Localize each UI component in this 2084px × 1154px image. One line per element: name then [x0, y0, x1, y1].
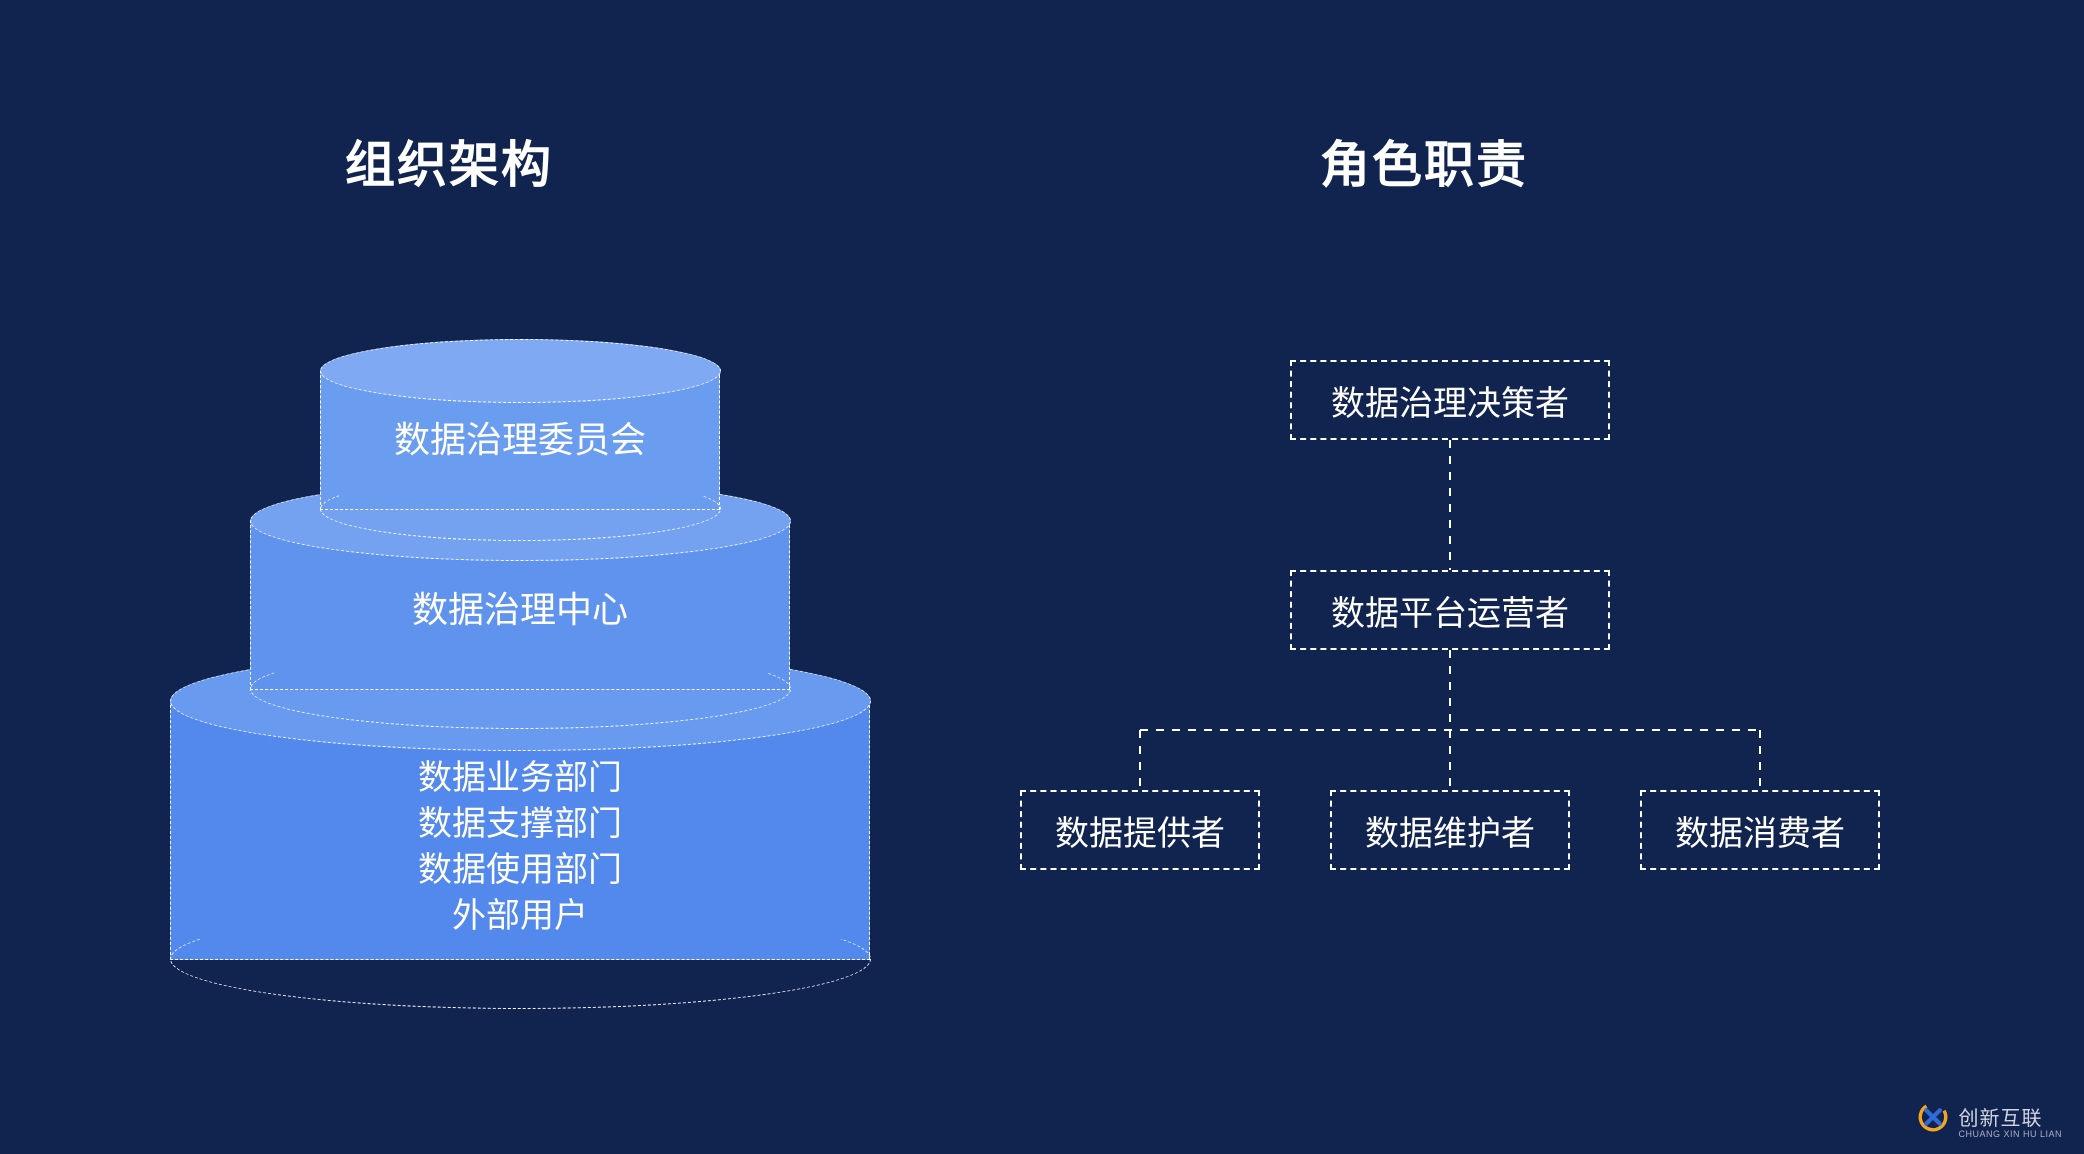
tree-node-leaf-2: 数据维护者 — [1330, 790, 1570, 870]
cylinder-body: 数据治理中心 — [250, 520, 790, 690]
cylinder-bottom-arc — [320, 477, 721, 541]
heading-roles: 角色职责 — [1320, 125, 1528, 197]
cylinder-lid — [320, 339, 721, 403]
cylinder-body: 数据业务部门 数据支撑部门 数据使用部门 外部用户 — [170, 700, 870, 960]
cylinder-tier-1: 数据治理中心 — [250, 520, 790, 690]
org-cylinder-stack: 数据业务部门 数据支撑部门 数据使用部门 外部用户 数据治理中心 数据治理委员会 — [160, 370, 880, 990]
tree-node-mid: 数据平台运营者 — [1290, 570, 1610, 650]
cylinder-label: 数据治理委员会 — [321, 416, 719, 465]
tree-node-leaf-1: 数据提供者 — [1020, 790, 1260, 870]
watermark: 创新互联 CHUANG XIN HU LIAN — [1916, 1100, 2062, 1140]
tree-node-root: 数据治理决策者 — [1290, 360, 1610, 440]
roles-tree: 数据治理决策者 数据平台运营者 数据提供者 数据维护者 数据消费者 — [1000, 360, 1920, 920]
watermark-subtext: CHUANG XIN HU LIAN — [1958, 1129, 2062, 1139]
cylinder-bottom-arc — [250, 649, 791, 729]
cylinder-body: 数据治理委员会 — [320, 370, 720, 510]
heading-org-structure: 组织架构 — [345, 125, 553, 197]
slide: 组织架构 角色职责 数据业务部门 数据支撑部门 数据使用部门 外部用户 数据治理… — [0, 0, 2084, 1154]
tree-node-leaf-3: 数据消费者 — [1640, 790, 1880, 870]
cylinder-tier-2: 数据业务部门 数据支撑部门 数据使用部门 外部用户 — [170, 700, 870, 960]
cylinder-tier-0: 数据治理委员会 — [320, 370, 720, 510]
cylinder-label: 数据治理中心 — [251, 586, 789, 635]
watermark-text: 创新互联 — [1958, 1102, 2042, 1131]
cylinder-label: 数据业务部门 数据支撑部门 数据使用部门 外部用户 — [171, 756, 869, 940]
watermark-logo-icon — [1916, 1100, 1950, 1140]
